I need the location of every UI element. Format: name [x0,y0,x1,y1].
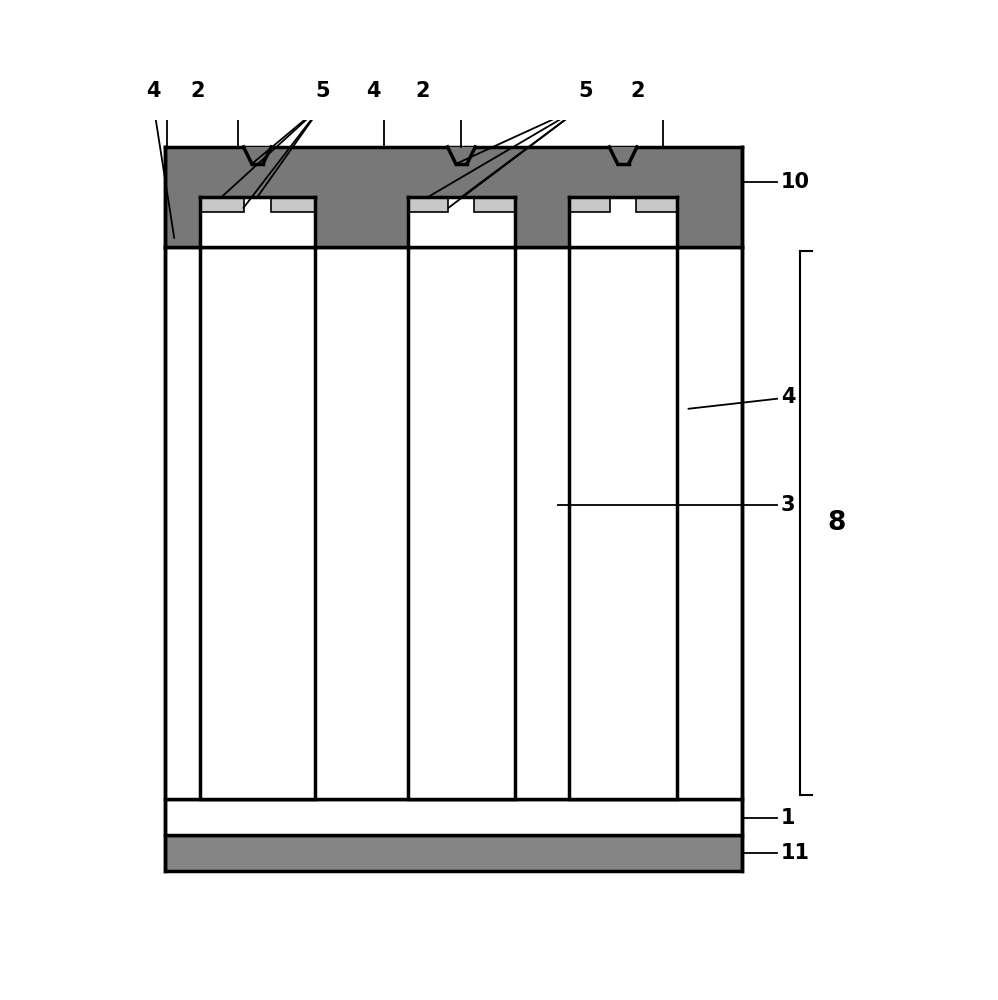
Bar [200,197,315,247]
Bar [569,197,677,247]
Text: 4: 4 [365,81,380,101]
Polygon shape [244,147,271,164]
Bar [407,197,515,247]
Text: 2: 2 [190,81,205,101]
Polygon shape [447,147,475,164]
Bar [200,247,315,799]
Text: 5: 5 [315,81,330,101]
Text: 10: 10 [781,172,810,192]
Bar [407,197,448,212]
Polygon shape [609,147,637,164]
Bar [165,835,743,871]
Bar [200,197,244,212]
Bar [165,799,743,835]
Text: 4: 4 [146,81,161,101]
Text: 5: 5 [578,81,593,101]
Bar [569,247,677,799]
Text: 11: 11 [781,843,810,863]
Text: 8: 8 [827,510,845,536]
Text: 3: 3 [781,495,795,515]
Bar [636,197,677,212]
Bar [474,197,515,212]
Text: 2: 2 [416,81,430,101]
Text: 1: 1 [781,808,795,828]
Bar [407,247,515,799]
Bar [271,197,315,212]
Text: 2: 2 [631,81,645,101]
Bar [569,197,610,212]
Bar [165,147,743,247]
Text: 4: 4 [781,387,795,407]
Bar [165,247,743,799]
